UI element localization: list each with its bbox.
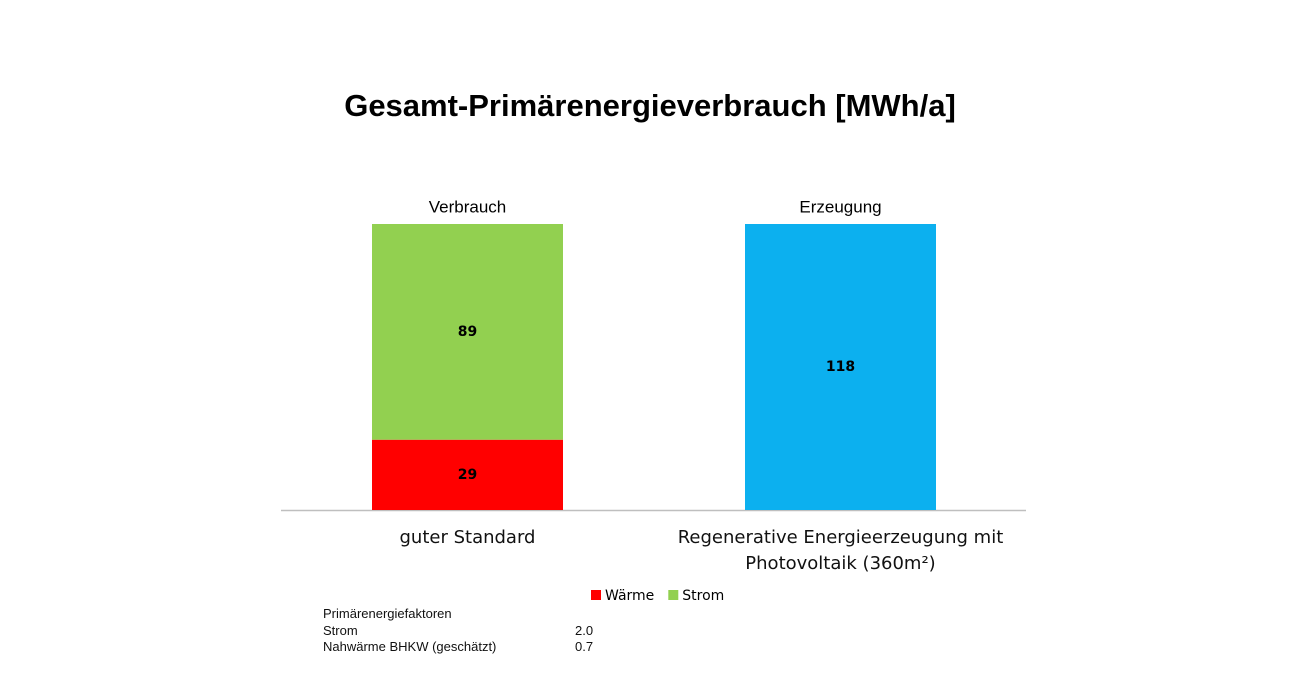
notes-title: Primärenergiefaktoren [323, 606, 452, 621]
data-label: 29 [458, 467, 477, 483]
legend-swatch [668, 590, 679, 600]
legend-swatch [591, 590, 601, 600]
bar-segment [745, 224, 936, 510]
data-label: 118 [826, 359, 855, 375]
notes-value: 2.0 [575, 623, 594, 638]
data-label: 89 [458, 324, 477, 340]
x-tick-label: Regenerative Energieerzeugung mit Photov… [677, 527, 1004, 574]
bar-annotation: Erzeugung [799, 197, 881, 216]
legend-label: Wärme [605, 588, 654, 604]
notes-value: 0.7 [575, 639, 594, 654]
chart-title: Gesamt-Primärenergieverbrauch [MWh/a] [344, 88, 956, 123]
bar-segment [372, 224, 563, 440]
notes-label: Strom [323, 623, 358, 638]
notes-label: Nahwärme BHKW (geschätzt) [323, 639, 497, 654]
bar-annotation: Verbrauch [429, 197, 507, 216]
x-tick-label: guter Standard [399, 527, 536, 548]
bar-segment [372, 439, 563, 510]
legend-label: Strom [682, 588, 724, 604]
